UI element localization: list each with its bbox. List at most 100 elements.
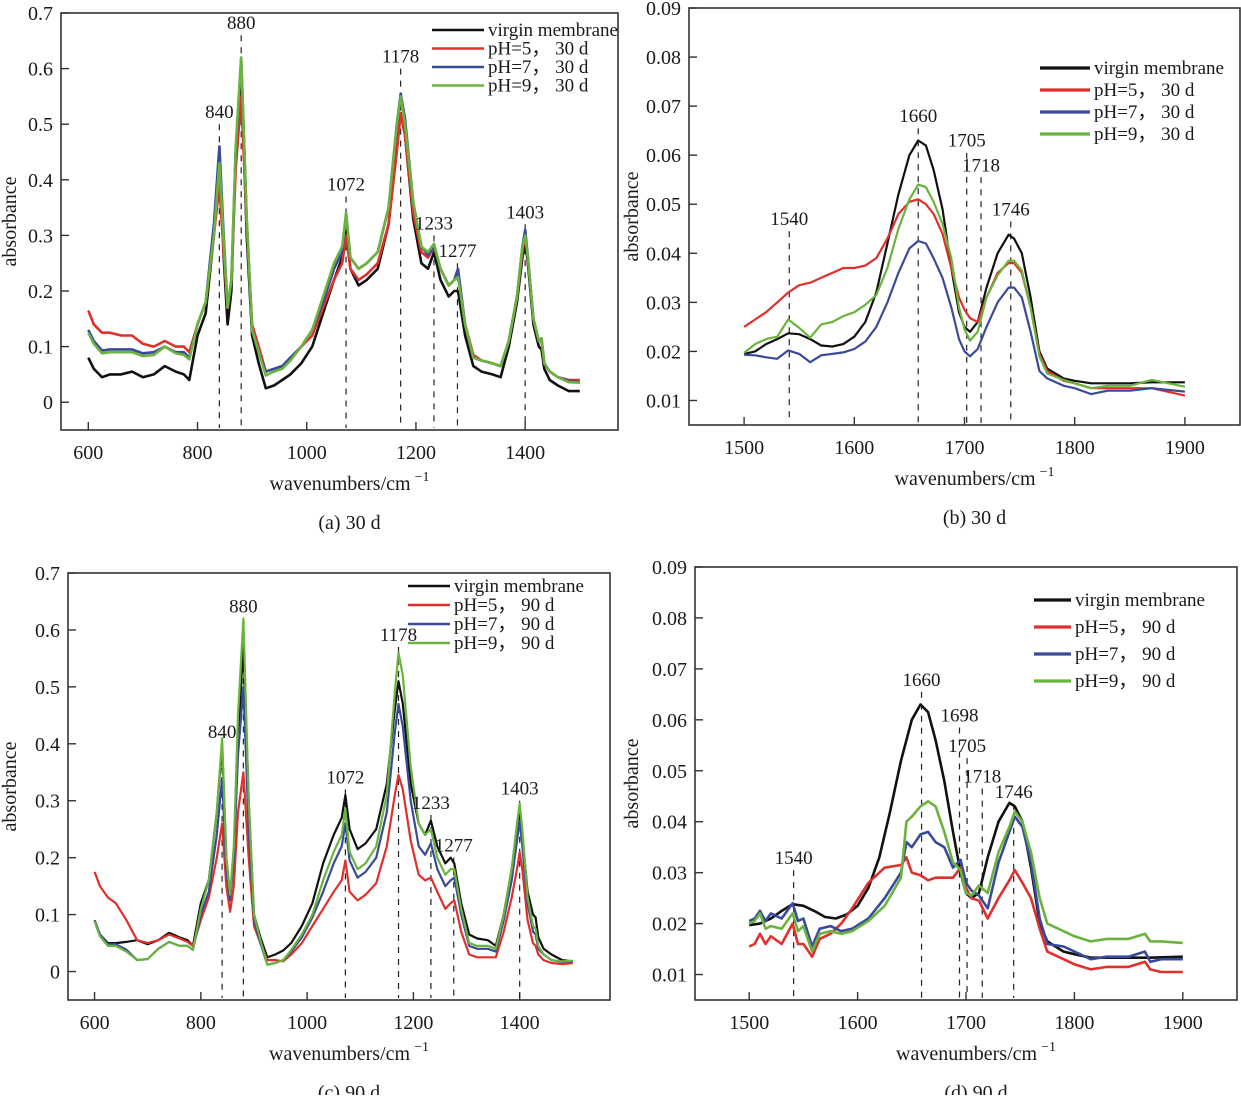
series-line-pH5	[87, 95, 580, 382]
peak-label: 1403	[506, 202, 544, 223]
series-line-pH7	[748, 815, 1183, 964]
chart-svg-c: 0 0.1 0.2 0.3 0.4 0.5 0.6 0.7 600 800 1000 1200 1400…	[0, 563, 611, 1100]
y-tick-label: 0.08	[652, 608, 687, 630]
x-tick-label: 1900	[1163, 1012, 1203, 1034]
peak-label: 880	[227, 13, 256, 34]
y-axis-label: absorbance	[0, 176, 21, 266]
y-tick-label: 0.3	[28, 225, 53, 247]
peak-label: 1746	[995, 782, 1033, 803]
x-axis-label-text: wavenumbers/cm	[896, 1043, 1038, 1065]
peak-label: 1660	[903, 670, 941, 691]
y-tick-label: 0.03	[652, 863, 687, 885]
x-tick-label: 800	[183, 442, 213, 464]
y-tick-label: 0.3	[35, 791, 60, 813]
y-axis-label: absorbance	[621, 738, 643, 828]
series-line-pH7	[744, 239, 1186, 396]
y-tick-label: 0.1	[28, 337, 53, 359]
y-tick-label: 0	[43, 392, 53, 414]
series-line-pH9	[748, 800, 1183, 953]
x-tick-label: 1800	[1055, 437, 1095, 459]
y-tick-label: 0.04	[652, 812, 687, 834]
y-tick-label: 0.04	[646, 243, 681, 265]
peak-label: 1718	[963, 767, 1001, 788]
peak-label: 840	[205, 102, 234, 123]
y-tick-label: 0.08	[646, 47, 681, 69]
y-tick-label: 0.06	[646, 145, 681, 167]
x-axis-label-exponent: −1	[1041, 1040, 1056, 1055]
legend-label: virgin membrane	[488, 20, 618, 41]
y-tick-label: 0.7	[35, 563, 60, 585]
y-tick-label: 0.6	[35, 620, 60, 642]
x-axis-label: wavenumbers/cm −1	[270, 470, 430, 495]
chart-panel-a: 0 0.1 0.2 0.3 0.4 0.5 0.6 0.7 600 800 1000 1200 1400…	[0, 0, 620, 545]
x-tick-label: 600	[80, 1012, 110, 1034]
y-tick-label: 0.1	[35, 905, 60, 927]
y-tick-label: 0.07	[652, 659, 687, 681]
panel-caption: (b) 30 d	[943, 507, 1006, 529]
legend-label: pH=5， 30 d	[1094, 80, 1195, 101]
plot-frame	[60, 12, 619, 431]
legend-label: pH=7， 90 d	[454, 614, 555, 635]
y-tick-label: 0.02	[646, 341, 681, 363]
x-tick-label: 1200	[396, 442, 436, 464]
y-tick-label: 0.01	[652, 965, 687, 987]
y-tick-label: 0.02	[652, 914, 687, 936]
series-line-virgin	[93, 640, 573, 963]
legend-label: virgin membrane	[1075, 590, 1205, 611]
series-line-virgin	[743, 139, 1185, 385]
legend-label: virgin membrane	[1094, 58, 1224, 79]
x-axis-label-text: wavenumbers/cm	[269, 1043, 411, 1065]
legend-label: pH=9， 90 d	[454, 633, 555, 654]
legend-label: pH=7， 30 d	[488, 57, 589, 78]
legend-label: virgin membrane	[454, 576, 584, 597]
y-tick-label: 0.03	[646, 292, 681, 314]
x-axis-label-exponent: −1	[414, 1040, 429, 1055]
chart-panel-d: 0.01 0.02 0.03 0.04 0.05 0.06 0.07 0.08 0.09 1500…	[620, 550, 1241, 1100]
peak-label: 1540	[770, 209, 808, 230]
y-tick-label: 0.4	[35, 734, 60, 756]
legend-label: pH=9， 90 d	[1075, 671, 1176, 692]
chart-svg-b: 0.01 0.02 0.03 0.04 0.05 0.06 0.07 0.08 0.09 1500…	[621, 0, 1241, 529]
y-tick-label: 0.06	[652, 710, 687, 732]
x-tick-label: 1500	[724, 437, 764, 459]
peak-label: 1660	[899, 106, 937, 127]
x-axis-label-text: wavenumbers/cm	[270, 473, 412, 495]
y-tick-label: 0.2	[35, 848, 60, 870]
series-line-pH5	[748, 856, 1183, 974]
x-tick-label: 1000	[287, 442, 327, 464]
peak-label: 1718	[962, 155, 1000, 176]
peak-label: 1277	[438, 241, 476, 262]
y-tick-label: 0.4	[28, 170, 53, 192]
legend-label: pH=9， 30 d	[488, 76, 589, 97]
plot-frame	[67, 572, 611, 1001]
peak-label: 1233	[415, 213, 453, 234]
y-tick-label: 0.09	[652, 557, 687, 579]
x-tick-label: 1800	[1054, 1012, 1094, 1034]
y-tick-label: 0.5	[28, 114, 53, 136]
legend-label: pH=5， 90 d	[454, 595, 555, 616]
series-group	[748, 703, 1183, 974]
peak-label: 1178	[382, 47, 419, 68]
legend-label: pH=5， 30 d	[488, 39, 589, 60]
series-group	[93, 617, 573, 966]
legend-label: pH=9， 30 d	[1094, 124, 1195, 145]
y-axis-label: absorbance	[0, 741, 21, 831]
peak-label: 1403	[501, 779, 539, 800]
y-tick-label: 0.01	[646, 390, 681, 412]
peak-label: 1072	[327, 174, 365, 195]
x-axis-label-exponent: −1	[1040, 465, 1055, 480]
x-tick-label: 1400	[505, 442, 545, 464]
peak-label: 1705	[948, 736, 986, 757]
peak-label: 1698	[940, 705, 978, 726]
series-line-pH9	[743, 183, 1186, 390]
panel-caption: (c) 90 d	[318, 1082, 380, 1095]
y-tick-label: 0.7	[28, 3, 53, 25]
peak-label: 1277	[435, 836, 473, 857]
peak-label: 1072	[326, 767, 364, 788]
legend-label: pH=7， 90 d	[1075, 644, 1176, 665]
peak-label: 1178	[380, 625, 417, 646]
y-tick-label: 0	[50, 962, 60, 984]
y-tick-label: 0.07	[646, 96, 681, 118]
x-tick-label: 1600	[834, 437, 874, 459]
x-tick-label: 1500	[729, 1012, 769, 1034]
